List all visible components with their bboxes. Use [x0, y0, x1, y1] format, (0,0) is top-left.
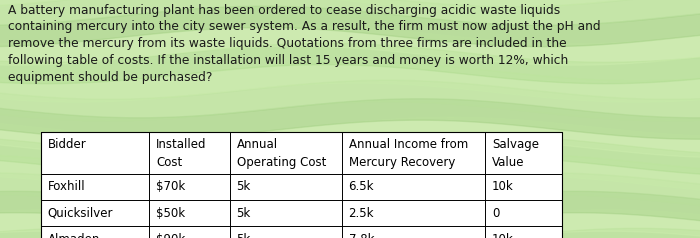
Bar: [41, 132, 562, 238]
Text: $90k: $90k: [156, 233, 186, 238]
Text: 10k: 10k: [492, 233, 514, 238]
Text: Mercury Recovery: Mercury Recovery: [349, 156, 455, 169]
Text: 5k: 5k: [237, 233, 251, 238]
Text: $70k: $70k: [156, 180, 186, 193]
Text: Quicksilver: Quicksilver: [48, 207, 113, 219]
Text: Bidder: Bidder: [48, 138, 86, 151]
Text: 7.8k: 7.8k: [349, 233, 374, 238]
Text: Annual: Annual: [237, 138, 278, 151]
Text: Foxhill: Foxhill: [48, 180, 85, 193]
Text: 0: 0: [492, 207, 500, 219]
Text: Salvage: Salvage: [492, 138, 539, 151]
Text: A battery manufacturing plant has been ordered to cease discharging acidic waste: A battery manufacturing plant has been o…: [8, 4, 601, 84]
Text: Cost: Cost: [156, 156, 182, 169]
Text: Annual Income from: Annual Income from: [349, 138, 468, 151]
Text: 6.5k: 6.5k: [349, 180, 374, 193]
Text: 2.5k: 2.5k: [349, 207, 374, 219]
Text: Almaden: Almaden: [48, 233, 100, 238]
Text: Value: Value: [492, 156, 524, 169]
Text: 5k: 5k: [237, 207, 251, 219]
Text: $50k: $50k: [156, 207, 186, 219]
Text: Operating Cost: Operating Cost: [237, 156, 326, 169]
Text: Installed: Installed: [156, 138, 206, 151]
Text: 5k: 5k: [237, 180, 251, 193]
Text: 10k: 10k: [492, 180, 514, 193]
